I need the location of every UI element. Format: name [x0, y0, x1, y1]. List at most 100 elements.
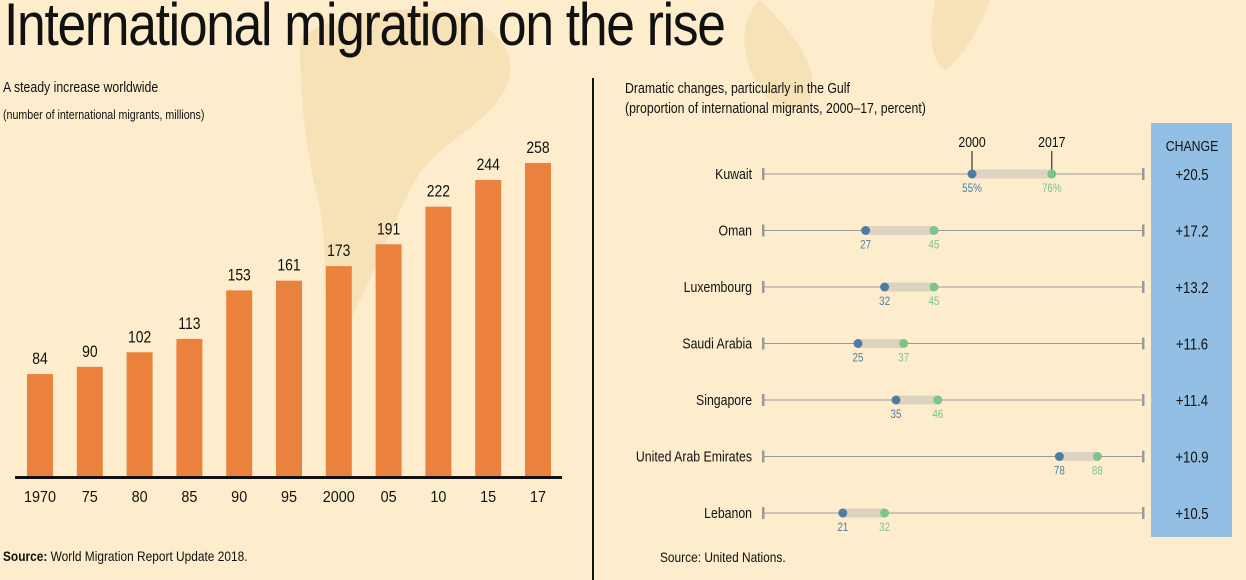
axis-tick-start [762, 224, 765, 237]
x-tick-label: 85 [181, 488, 197, 506]
axis-tick-end [1142, 224, 1145, 237]
value-label-2017: 45 [929, 295, 940, 308]
range-band [858, 339, 904, 348]
country-label: United Arab Emirates [636, 448, 752, 464]
dumbbell-row: Luxembourg 32 45 +13.2 [684, 279, 1209, 308]
bar-value-label: 161 [277, 256, 300, 275]
bar-value-label: 173 [327, 242, 350, 261]
axis-tick-start [762, 394, 765, 406]
country-label: Singapore [696, 392, 752, 408]
value-label-2017: 45 [929, 239, 940, 252]
change-value: +11.4 [1176, 393, 1208, 410]
bar-value-label: 244 [477, 156, 501, 175]
right-source: Source: United Nations. [660, 549, 786, 565]
value-label-2017: 88 [1092, 465, 1103, 478]
dot-2000 [880, 282, 890, 292]
legend-2000-label: 2000 [958, 134, 986, 150]
value-label-2000: 32 [879, 295, 890, 308]
dumbbell-row: Saudi Arabia 25 37 +11.6 [682, 335, 1208, 364]
axis-tick-start [762, 507, 765, 519]
x-tick-label: 1970 [24, 488, 56, 506]
dumbbell-row: Oman 27 45 +17.2 [719, 222, 1209, 251]
axis-tick-start [762, 450, 765, 463]
source-text: World Migration Report Update 2018. [50, 548, 248, 564]
dot-2000 [1054, 452, 1064, 461]
dot-2017 [929, 226, 939, 235]
dumbbell-row: Kuwait 55% 76% +20.5 [715, 166, 1208, 195]
bar [425, 206, 452, 476]
country-label: Kuwait [715, 166, 752, 182]
range-band [884, 282, 934, 292]
value-label-2017: 46 [932, 408, 943, 421]
dot-2017 [929, 282, 939, 292]
country-label: Oman [719, 222, 752, 238]
country-label: Lebanon [704, 505, 752, 521]
x-tick-label: 90 [231, 488, 247, 506]
bar [525, 163, 551, 476]
panel-divider [592, 78, 594, 580]
bar-value-label: 258 [526, 139, 549, 158]
bar [325, 266, 352, 476]
dumbbell-row: Singapore 35 46 +11.4 [696, 392, 1208, 421]
left-chart-unit-note: (number of international migrants, milli… [3, 107, 205, 122]
bar-value-label: 153 [228, 266, 251, 285]
axis-tick-end [1142, 168, 1145, 180]
value-label-2000: 78 [1054, 465, 1065, 478]
right-chart-title: Dramatic changes, particularly in the Gu… [625, 80, 850, 97]
source-label: Source: [3, 548, 48, 564]
range-band [972, 169, 1052, 179]
left-source: Source: World Migration Report Update 20… [3, 548, 248, 564]
x-tick-label: 80 [132, 488, 148, 506]
value-label-2000: 21 [837, 521, 848, 534]
bar-value-label: 191 [377, 220, 400, 239]
bar-chart: 84 1970 90 75 102 80 113 85 153 90 161 95 173 2000 191… [15, 139, 562, 506]
bar-value-label: 102 [128, 328, 151, 347]
country-label: Saudi Arabia [682, 335, 752, 351]
value-label-2000: 25 [853, 352, 864, 365]
bar-value-label: 222 [427, 182, 450, 201]
right-chart-unit-note: (proportion of international migrants, 2… [625, 100, 926, 117]
change-value: +10.9 [1175, 449, 1208, 466]
value-label-2017: 32 [879, 521, 890, 534]
axis-tick-end [1142, 394, 1145, 406]
x-tick-label: 75 [82, 488, 98, 506]
x-tick-label: 10 [430, 488, 446, 506]
country-label: Luxembourg [684, 279, 752, 295]
x-tick-label: 95 [281, 488, 297, 506]
range-band [896, 395, 938, 405]
change-header: CHANGE [1166, 138, 1219, 154]
dot-2000 [967, 169, 977, 179]
range-band [1059, 452, 1098, 461]
page-title: International migration on the rise [4, 0, 726, 58]
range-band [842, 508, 885, 518]
bar [126, 352, 153, 476]
x-tick-label: 17 [530, 488, 546, 506]
dot-2017 [933, 395, 943, 405]
bar [276, 280, 302, 476]
bar [375, 244, 402, 476]
axis-tick-end [1142, 337, 1145, 350]
value-label-2000: 35 [891, 408, 902, 421]
dot-2000 [853, 339, 863, 348]
dot-2000 [838, 508, 848, 518]
dot-2017 [899, 339, 909, 348]
axis-tick-start [762, 281, 765, 293]
value-label-2000: 55% [962, 182, 982, 195]
dot-2017 [1092, 452, 1102, 461]
x-tick-label: 15 [480, 488, 496, 506]
axis-tick-end [1142, 507, 1145, 519]
change-value: +11.6 [1176, 336, 1208, 353]
left-chart-title: A steady increase worldwide [3, 79, 159, 96]
x-tick-label: 2000 [323, 488, 355, 506]
bar-value-label: 90 [82, 343, 98, 362]
axis-tick-end [1142, 281, 1145, 293]
bar [176, 338, 203, 476]
dumbbell-row: United Arab Emirates 78 88 +10.9 [636, 448, 1209, 477]
bar [226, 290, 253, 476]
dumbbell-row: Lebanon 21 32 +10.5 [704, 505, 1208, 534]
bar [76, 366, 103, 476]
change-value: +10.5 [1175, 506, 1208, 523]
bar-value-label: 113 [178, 315, 200, 334]
legend-2017-label: 2017 [1038, 134, 1065, 150]
